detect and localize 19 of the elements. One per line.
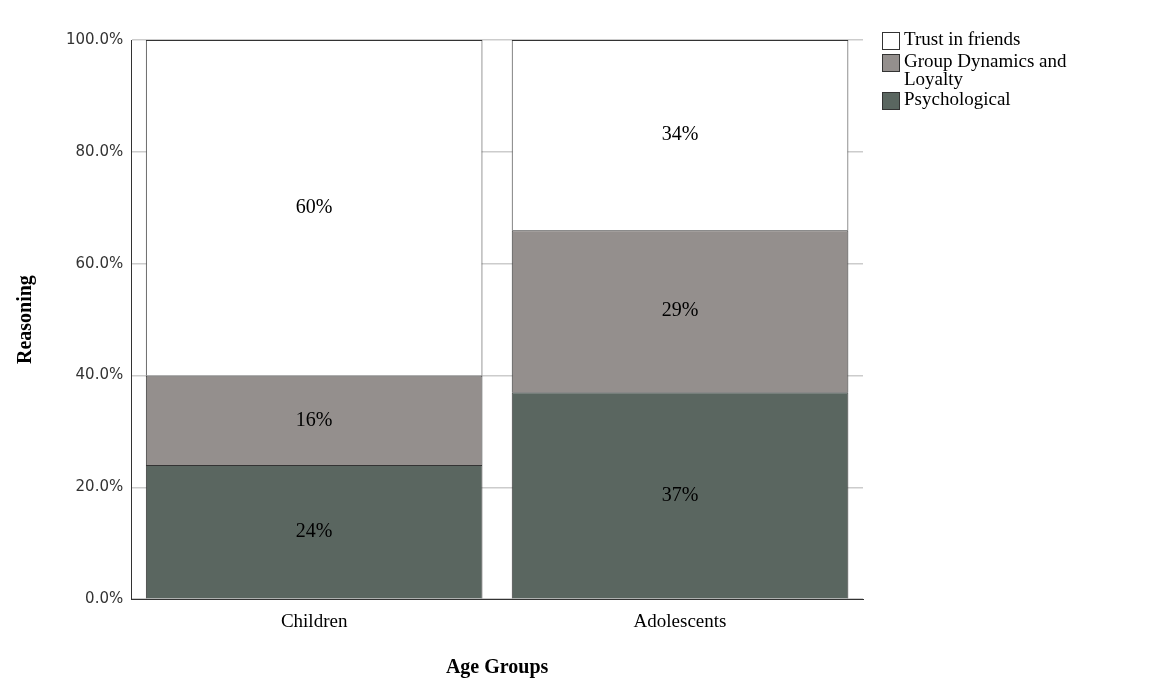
data-label: 60% [295,195,333,218]
data-label: 24% [295,518,333,541]
legend-label: Group Dynamics and Loyalty [904,50,1068,89]
text: Trust in friends [904,28,1021,49]
data-label: 29% [661,298,699,321]
y-tick-label: 0.0% [85,589,124,608]
data-label: 34% [661,122,699,145]
data-label: 37% [661,482,699,505]
y-tick-label: 60.0% [75,253,124,272]
x-tick-label: Adolescents [633,609,727,631]
y-tick-label: 100.0% [65,29,124,48]
y-tick-label: 80.0% [75,141,124,160]
x-axis-title: Age Groups [445,655,549,679]
legend-label: Psychological [904,88,1011,109]
data-label: 16% [295,407,333,430]
x-tick-label: Children [280,609,348,631]
y-axis-title: Reasoning [13,275,37,365]
y-tick-label: 40.0% [75,365,124,384]
y-tick-label: 20.0% [75,477,124,496]
